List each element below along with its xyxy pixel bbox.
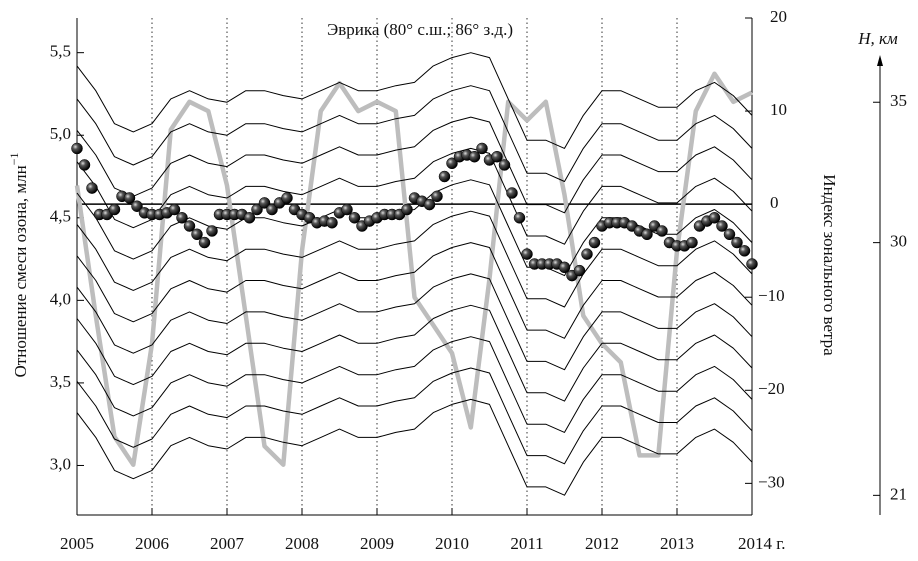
ozone-dot <box>506 187 518 199</box>
y-axis-label: Отношение смеси озона, млн−1 <box>7 153 30 378</box>
y-axis-label-text: Отношение смеси озона, млн <box>11 165 30 377</box>
ozone-dot <box>341 203 353 216</box>
wind-line <box>74 71 754 467</box>
ozone-dot <box>513 212 526 224</box>
ozone-dot <box>438 170 451 183</box>
ozone-line <box>76 116 753 214</box>
ozone-dot <box>521 248 533 260</box>
y-tick-label: 3,0 <box>50 454 71 473</box>
y2-tick-label: 20 <box>770 7 787 26</box>
ozone-dot <box>266 203 278 216</box>
ozone-line <box>76 147 753 245</box>
x-tick-label: 2013 <box>660 534 694 553</box>
y-tick-label: 3,5 <box>50 372 71 391</box>
ozone-dot <box>468 150 481 163</box>
x-tick-label: 2011 <box>510 534 543 553</box>
ozone-line <box>76 242 753 339</box>
ozone-dot <box>581 248 593 260</box>
ozone-dot <box>258 197 271 209</box>
x-tick-label: 2006 <box>135 534 169 553</box>
ozone-line <box>76 85 753 182</box>
ozone-dot <box>641 228 653 241</box>
y-tick-label: 4,5 <box>50 207 71 226</box>
chart-title: Эврика (80° с.ш.; 86° з.д.) <box>327 20 513 39</box>
ozone-dot <box>588 236 601 249</box>
ozone-dot <box>656 225 668 237</box>
h-tick-label: 30 <box>890 232 907 251</box>
ozone-line <box>76 273 753 371</box>
ozone-dot <box>708 212 721 224</box>
h-axis-label: H, км <box>857 29 898 48</box>
ozone-dot <box>348 212 361 224</box>
ozone-dot <box>71 142 83 155</box>
y-axis-label-superscript: −1 <box>7 153 21 166</box>
x-tick-label: 2007 <box>210 534 245 553</box>
y2-tick-label: −30 <box>758 472 785 491</box>
ozone-dot <box>123 192 136 204</box>
ozone-dot <box>431 190 443 203</box>
x-tick-label: 2010 <box>435 534 469 553</box>
ozone-dot <box>558 261 571 274</box>
ozone-line <box>76 52 753 149</box>
ozone-dot <box>206 225 218 237</box>
ozone-dot <box>491 150 503 163</box>
y-tick-label: 5,5 <box>50 42 71 61</box>
ozone-dot <box>183 220 196 232</box>
ozone-dot <box>78 159 91 171</box>
x-tick-label: 2008 <box>285 534 319 553</box>
ozone-dot <box>243 212 256 224</box>
ozone-dot <box>326 216 338 229</box>
ozone-dot <box>716 220 728 232</box>
ozone-dot <box>281 192 293 204</box>
ozone-dot <box>446 157 458 170</box>
x-tick-label: 2014 г. <box>738 534 786 553</box>
y2-tick-label: −20 <box>758 379 785 398</box>
x-tick-label: 2005 <box>60 534 94 553</box>
ozone-line <box>76 336 753 433</box>
ozone-dot <box>573 264 586 277</box>
y-tick-label: 5,0 <box>50 124 71 143</box>
h-tick-label: 35 <box>890 91 907 110</box>
ozone-dot <box>168 203 181 216</box>
y-tick-label: 4,0 <box>50 289 71 308</box>
ozone-dot <box>746 258 758 270</box>
ozone-line <box>76 398 753 496</box>
ozone-dot <box>723 228 736 241</box>
x-tick-label: 2009 <box>360 534 394 553</box>
ozone-line <box>76 304 753 402</box>
ozone-dot <box>498 159 511 171</box>
x-tick-label: 2012 <box>585 534 619 553</box>
ozone-dot <box>731 236 743 249</box>
ozone-dot <box>176 212 188 224</box>
ozone-dot <box>108 203 121 216</box>
y2-tick-label: 0 <box>770 193 779 212</box>
ozone-line <box>76 367 753 465</box>
y2-tick-label: 10 <box>770 100 787 119</box>
ozone-line <box>76 210 753 308</box>
ozone-dot <box>131 200 143 212</box>
ozone-dot <box>198 236 211 249</box>
ozone-dot <box>401 203 413 216</box>
h-axis-arrow <box>877 55 883 66</box>
y2-tick-label: −10 <box>758 286 785 305</box>
ozone-dot <box>423 198 436 211</box>
ozone-dot <box>191 228 203 241</box>
ozone-dot <box>738 245 751 257</box>
ozone-dot <box>686 236 698 249</box>
y2-axis-label: Индекс зонального ветра <box>820 174 839 356</box>
ozone-dot <box>476 142 488 155</box>
ozone-dot <box>251 203 263 216</box>
h-tick-label: 21 <box>890 484 907 503</box>
ozone-dot <box>86 182 98 194</box>
